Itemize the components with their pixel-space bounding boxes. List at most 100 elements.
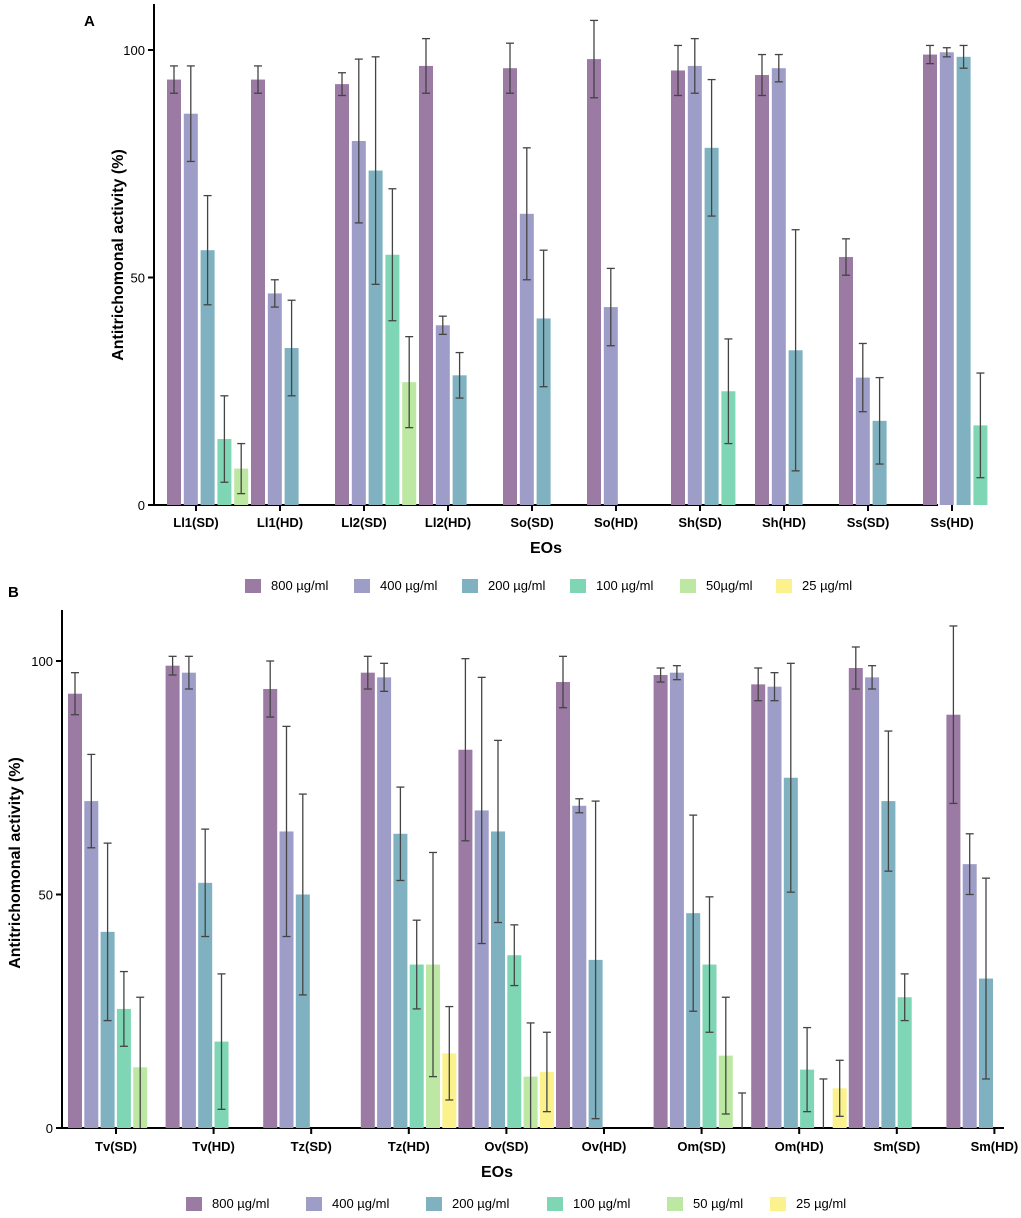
panel-b-legend-label: 400 µg/ml — [332, 1196, 389, 1211]
panel-b-legend-label: 100 µg/ml — [573, 1196, 630, 1211]
panel-b-category-label: Ov(HD) — [582, 1139, 627, 1154]
panel-b-bar — [279, 831, 294, 1128]
panel-b-bar — [702, 964, 717, 1128]
panel-a-bar — [452, 375, 467, 505]
panel-a-legend-swatch — [462, 579, 478, 593]
panel-a-category-label: Ll1(HD) — [257, 515, 303, 530]
panel-a-category-label: Sh(HD) — [762, 515, 806, 530]
panel-a-bar — [671, 70, 685, 505]
panel-b-x-axis-title: EOs — [481, 1164, 513, 1181]
panel-b-bar — [751, 684, 766, 1128]
panel-b-legend-label: 25 µg/ml — [796, 1196, 846, 1211]
panel-b-bar — [572, 805, 587, 1128]
panel-a-category-label: So(HD) — [594, 515, 638, 530]
panel-a-bar — [771, 68, 786, 505]
panel-b-bar — [165, 665, 180, 1128]
panel-b-bar — [68, 693, 82, 1128]
panel-b-bar — [377, 677, 392, 1128]
panel-a-y-tick-label: 100 — [123, 43, 145, 58]
panel-b-legend-swatch — [426, 1197, 442, 1211]
panel-a-bar — [956, 56, 971, 505]
panel-a-bar — [536, 318, 551, 505]
panel-a-category-label: Ss(HD) — [930, 515, 973, 530]
panel-a-legend-label: 400 µg/ml — [380, 578, 437, 593]
panel-letter-b: B — [8, 584, 19, 601]
panel-b-bar — [767, 686, 782, 1128]
panel-a-x-axis-title: EOs — [530, 540, 562, 557]
panel-a-legend-swatch — [354, 579, 370, 593]
panel-b-bar — [458, 749, 473, 1128]
panel-b-category-label: Sm(SD) — [873, 1139, 920, 1154]
panel-b-bar — [198, 882, 213, 1128]
panel-a-bar — [923, 54, 937, 506]
panel-a-bar — [167, 79, 181, 505]
panel-a-bar — [755, 75, 769, 506]
panel-a-category-label: So(SD) — [510, 515, 553, 530]
panel-a-category-label: Ll1(SD) — [173, 515, 219, 530]
panel-b-bar — [84, 801, 99, 1128]
panel-a-bar — [284, 348, 299, 505]
panel-b-bar — [848, 668, 863, 1128]
panel-a-legend-label: 25 µg/ml — [802, 578, 852, 593]
panel-a-legend-swatch — [245, 579, 261, 593]
panel-a-legend-swatch — [776, 579, 792, 593]
panel-a-legend-label: 800 µg/ml — [271, 578, 328, 593]
panel-a-y-axis-title: Antitrichomonal activity (%) — [110, 149, 127, 361]
panel-a-bar — [335, 84, 349, 505]
panel-b-legend-label: 50 µg/ml — [693, 1196, 743, 1211]
panel-b-bar — [897, 997, 912, 1128]
panel-b-bar — [181, 672, 196, 1128]
panel-b-y-tick-label: 50 — [39, 888, 53, 903]
panel-b-bar — [946, 714, 961, 1128]
panel-b-bar — [491, 831, 505, 1128]
panel-b-bar — [669, 672, 684, 1128]
panel-a-bar — [603, 307, 618, 505]
panel-b-bar — [263, 689, 278, 1128]
panel-a-legend-label: 100 µg/ml — [596, 578, 653, 593]
panel-b-bar — [653, 675, 668, 1128]
panel-a-legend: 800 µg/ml 400 µg/ml 200 µg/ml 100 µg/ml 50µg… — [245, 578, 852, 593]
panel-b-y-tick-label: 100 — [31, 654, 53, 669]
panel-a-bar — [687, 65, 702, 506]
panel-a-category-label: Ll2(SD) — [341, 515, 387, 530]
panel-a-bar — [419, 65, 433, 506]
panel-a-bar — [939, 52, 954, 506]
panel-a-category-label: Ll2(HD) — [425, 515, 471, 530]
panel-b-legend-swatch — [770, 1197, 786, 1211]
panel-b-category-label: Om(HD) — [775, 1139, 824, 1154]
panel-b-bar — [962, 864, 977, 1128]
panel-a-bar — [267, 293, 282, 505]
panel-b-category-label: Sm(HD) — [971, 1139, 1019, 1154]
panel-a-y-tick-label: 50 — [131, 271, 145, 286]
panel-b-legend-swatch — [306, 1197, 322, 1211]
panel-a-category-label: Sh(SD) — [678, 515, 721, 530]
panel-a-legend-swatch — [680, 579, 696, 593]
panel-b-legend-swatch — [547, 1197, 563, 1211]
panel-a-bar — [839, 257, 853, 505]
panel-a-bar — [721, 391, 736, 505]
panel-a-bar — [385, 254, 400, 505]
panel-a-y-tick-label: 0 — [138, 498, 145, 513]
panel-a-bar — [519, 213, 534, 506]
panel-b-bar — [295, 894, 310, 1128]
panel-b-bar — [360, 672, 375, 1128]
panel-b-category-label: Om(SD) — [677, 1139, 725, 1154]
panel-b-bar — [865, 677, 880, 1128]
panel-b-legend-swatch — [667, 1197, 683, 1211]
panel-b-legend-label: 200 µg/ml — [452, 1196, 509, 1211]
panel-a-bar — [435, 325, 450, 505]
panel-b-legend-swatch — [186, 1197, 202, 1211]
panel-b-y-tick-label: 0 — [46, 1121, 53, 1136]
panel-b-category-label: Tz(HD) — [388, 1139, 430, 1154]
panel-a-category-label: Ss(SD) — [847, 515, 890, 530]
panel-b-bar — [116, 1008, 131, 1128]
panel-b-bar — [556, 682, 570, 1128]
panel-letter-a: A — [84, 13, 95, 30]
panel-b-bar — [881, 801, 896, 1128]
panel-b-bar — [507, 955, 522, 1128]
panel-a-bar — [183, 113, 198, 505]
panel-b-bar — [393, 833, 408, 1128]
panel-b-bar — [783, 777, 798, 1128]
panel-a-bar — [587, 59, 601, 505]
